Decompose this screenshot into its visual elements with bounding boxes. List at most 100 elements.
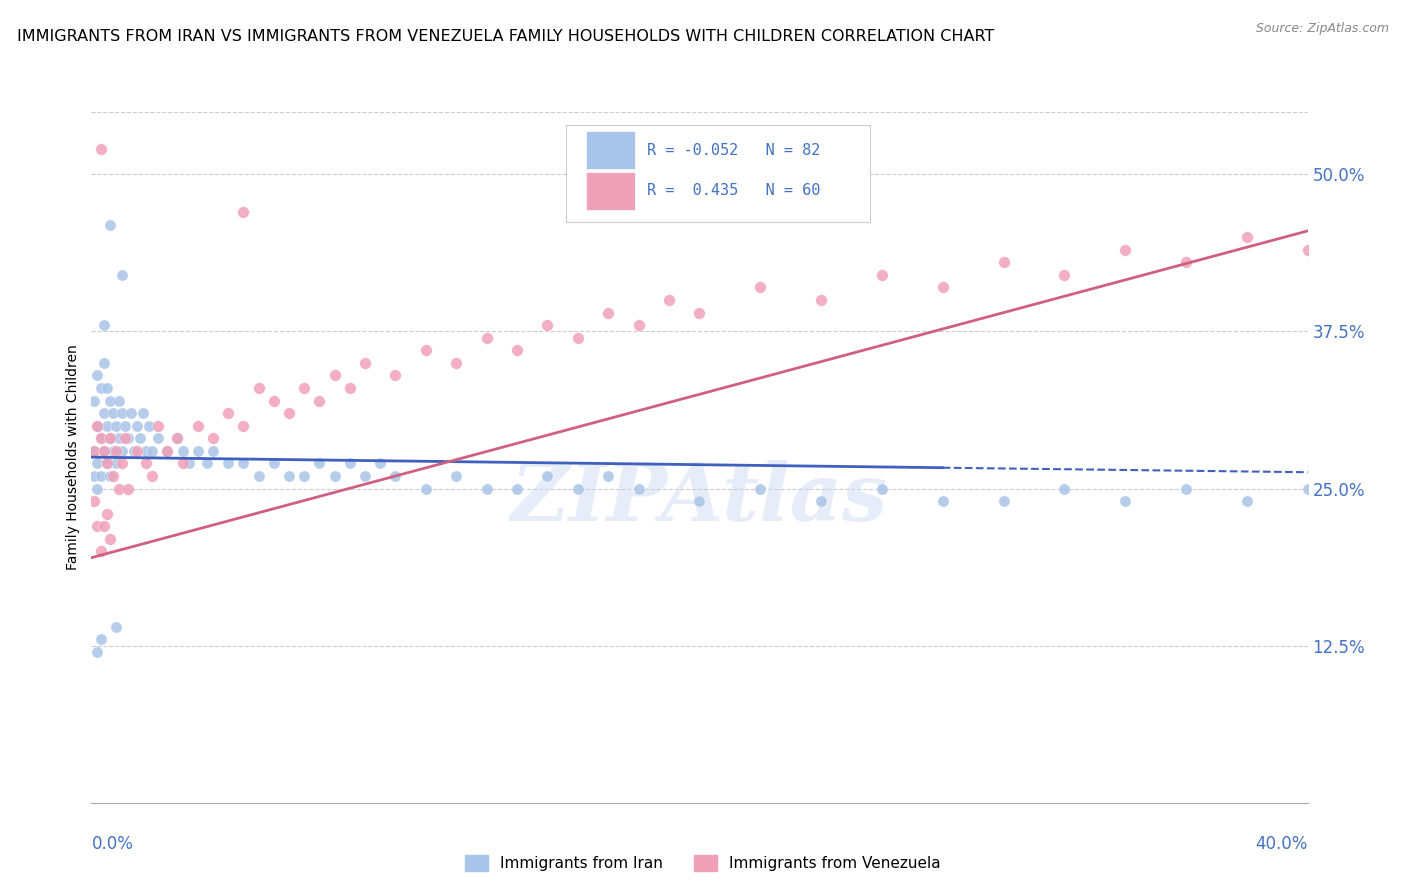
Point — [444, 356, 467, 370]
Point — [89, 142, 111, 156]
Point — [292, 381, 315, 395]
Point — [506, 343, 529, 358]
Text: Source: ZipAtlas.com: Source: ZipAtlas.com — [1256, 22, 1389, 36]
Point — [98, 431, 121, 445]
Point — [1114, 494, 1136, 508]
Point — [114, 431, 136, 445]
Legend: Immigrants from Iran, Immigrants from Venezuela: Immigrants from Iran, Immigrants from Ve… — [460, 849, 946, 877]
Point — [1114, 243, 1136, 257]
Point — [104, 620, 127, 634]
Point — [444, 469, 467, 483]
Point — [172, 443, 194, 458]
Point — [247, 469, 270, 483]
Point — [627, 482, 650, 496]
Point — [217, 457, 239, 471]
Point — [232, 205, 254, 219]
Y-axis label: Family Households with Children: Family Households with Children — [66, 344, 80, 570]
Point — [89, 381, 111, 395]
Point — [1236, 494, 1258, 508]
Point — [148, 431, 170, 445]
Point — [96, 457, 118, 471]
Point — [278, 469, 301, 483]
Point — [96, 507, 118, 521]
Point — [86, 482, 108, 496]
Point — [627, 318, 650, 333]
Point — [166, 431, 188, 445]
Point — [135, 443, 157, 458]
Point — [232, 457, 254, 471]
Point — [83, 494, 105, 508]
Point — [475, 482, 498, 496]
Point — [89, 544, 111, 558]
Point — [101, 469, 124, 483]
Point — [870, 482, 893, 496]
Point — [89, 431, 111, 445]
Point — [658, 293, 681, 307]
Point — [187, 418, 209, 433]
Point — [104, 418, 127, 433]
Point — [354, 469, 377, 483]
Point — [567, 482, 589, 496]
Point — [384, 469, 406, 483]
Point — [598, 469, 620, 483]
Point — [107, 482, 129, 496]
Point — [415, 343, 437, 358]
Point — [86, 418, 108, 433]
Point — [278, 406, 301, 420]
Text: 0.0%: 0.0% — [91, 835, 134, 853]
Point — [598, 305, 620, 319]
Point — [125, 443, 148, 458]
Point — [120, 406, 142, 420]
Point — [86, 418, 108, 433]
Point — [98, 431, 121, 445]
Point — [931, 280, 953, 294]
Point — [83, 443, 105, 458]
Point — [308, 457, 330, 471]
FancyBboxPatch shape — [586, 171, 636, 210]
Point — [93, 406, 115, 420]
Point — [415, 482, 437, 496]
Point — [1174, 482, 1197, 496]
Point — [107, 431, 129, 445]
Point — [132, 406, 155, 420]
Point — [156, 443, 179, 458]
Point — [93, 443, 115, 458]
Point — [104, 443, 127, 458]
Point — [263, 393, 285, 408]
Point — [323, 368, 346, 383]
FancyBboxPatch shape — [586, 131, 636, 169]
Point — [536, 469, 558, 483]
Point — [135, 457, 157, 471]
Point — [93, 356, 115, 370]
Point — [247, 381, 270, 395]
Point — [217, 406, 239, 420]
Point — [1296, 482, 1319, 496]
Point — [172, 457, 194, 471]
Point — [117, 431, 139, 445]
Point — [1174, 255, 1197, 269]
Point — [506, 482, 529, 496]
Point — [993, 255, 1015, 269]
Point — [86, 457, 108, 471]
Point — [129, 431, 152, 445]
Point — [96, 418, 118, 433]
Point — [263, 457, 285, 471]
Point — [107, 393, 129, 408]
Point — [83, 393, 105, 408]
Point — [86, 519, 108, 533]
Text: 40.0%: 40.0% — [1256, 835, 1308, 853]
Point — [810, 293, 832, 307]
Point — [111, 406, 134, 420]
Point — [89, 469, 111, 483]
Point — [384, 368, 406, 383]
Point — [83, 469, 105, 483]
Point — [810, 494, 832, 508]
Point — [93, 519, 115, 533]
Point — [368, 457, 391, 471]
Point — [993, 494, 1015, 508]
Point — [323, 469, 346, 483]
Point — [98, 469, 121, 483]
Point — [870, 268, 893, 282]
Point — [93, 318, 115, 333]
Point — [232, 418, 254, 433]
